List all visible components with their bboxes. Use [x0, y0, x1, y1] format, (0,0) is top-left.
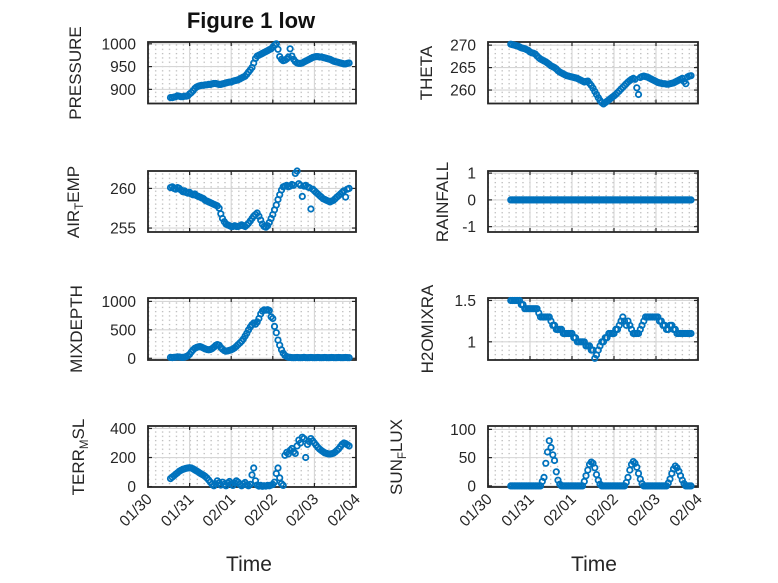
xlabel-right: Time	[571, 553, 617, 576]
y-tick-label: -1	[462, 219, 476, 236]
y-tick-label: 1.5	[454, 293, 476, 310]
subplot-h2omixra: 11.5	[454, 293, 699, 362]
ylabel-theta: THETA	[417, 45, 436, 100]
y-tick-label: 265	[450, 60, 476, 77]
x-tick-label: 02/03	[624, 491, 663, 530]
y-tick-label: 0	[467, 478, 476, 495]
x-tick-labels: 01/30 01/31 02/01 02/02 02/03 02/04	[116, 491, 364, 531]
data-points	[166, 167, 353, 231]
y-tick-labels: 900 950 1000	[102, 36, 137, 99]
data-points	[507, 296, 695, 362]
y-tick-label: 100	[450, 422, 476, 439]
data-points	[507, 40, 695, 108]
ylabel-rainfall: RAINFALL	[433, 161, 452, 242]
axes-box	[487, 170, 699, 233]
major-grid	[148, 426, 356, 487]
y-tick-label: 260	[450, 83, 476, 100]
x-tick-label: 02/04	[666, 491, 706, 531]
subplot-terr_msl: 0 200 400 01/30 01/31 02/01 02/02 02/03 02/04	[110, 421, 364, 530]
subplot-air_temp: 255 260	[110, 167, 357, 238]
minor-grid	[488, 426, 698, 487]
data-points	[166, 433, 353, 490]
axes-box	[147, 297, 357, 361]
ylabel-air_temp: AIRTEMP	[63, 165, 87, 238]
xlabel-left: Time	[226, 553, 272, 576]
axes-box	[487, 41, 699, 105]
x-tick-label: 01/31	[158, 491, 197, 530]
ylabel-terr_msl: TERRMSL	[68, 418, 92, 495]
axes-box	[147, 170, 357, 233]
y-tick-label: 1000	[102, 294, 137, 311]
y-tick-label: 500	[110, 322, 136, 339]
subplot-sun_flux: 0 50 100 01/30 01/31 02/01 02/02 02/03 02/04	[450, 422, 706, 530]
y-tick-label: 1	[467, 166, 476, 183]
y-tick-labels: 0 200 400	[110, 421, 136, 496]
ylabel-sun_flux: SUNFLUX	[386, 418, 410, 495]
x-tick-label: 02/03	[283, 491, 322, 530]
major-grid	[148, 42, 356, 104]
y-tick-label: 0	[127, 351, 136, 368]
ylabel-pressure: PRESSURE	[66, 25, 85, 120]
y-tick-label: 400	[110, 421, 136, 438]
y-tick-label: 950	[110, 59, 136, 76]
data-points	[166, 306, 353, 362]
x-tick-label: 01/30	[116, 491, 156, 531]
y-tick-labels: 0 50 100	[450, 422, 476, 495]
y-tick-label: 270	[450, 38, 476, 55]
ylabel-h2omixra: H2OMIXRA	[418, 284, 437, 374]
y-tick-label: 0	[127, 479, 136, 496]
data-points	[166, 40, 353, 102]
data-points	[507, 196, 695, 204]
figure-title: Figure 1 low	[186, 8, 316, 33]
y-tick-label: 0	[467, 192, 476, 209]
y-tick-label: 255	[110, 221, 136, 238]
y-tick-label: 900	[110, 82, 136, 99]
x-tick-label: 02/04	[324, 491, 364, 531]
ylabel-mixdepth: MIXDEPTH	[67, 285, 86, 373]
subplot-pressure: 900 950 1000	[102, 36, 357, 105]
subplot-mixdepth: 0 500 1000	[102, 294, 357, 368]
y-tick-label: 1	[467, 334, 476, 351]
y-tick-label: 200	[110, 450, 136, 467]
y-tick-labels: -1 0 1	[462, 166, 476, 237]
x-tick-label: 01/30	[456, 491, 496, 531]
y-tick-labels: 255 260	[110, 181, 136, 238]
x-tick-label: 02/01	[200, 491, 239, 530]
y-tick-label: 1000	[102, 36, 137, 53]
x-tick-label: 02/01	[540, 491, 579, 530]
x-tick-labels: 01/30 01/31 02/01 02/02 02/03 02/04	[456, 491, 706, 531]
x-tick-label: 02/02	[582, 491, 621, 530]
x-tick-label: 01/31	[498, 491, 537, 530]
subplot-theta: 260 265 270	[450, 38, 699, 108]
axes-box	[487, 425, 699, 488]
subplot-rainfall: -1 0 1	[462, 166, 699, 237]
y-tick-labels: 11.5	[454, 293, 476, 351]
y-tick-labels: 260 265 270	[450, 38, 476, 100]
x-tick-label: 02/02	[241, 491, 280, 530]
y-tick-label: 260	[110, 181, 136, 198]
data-points	[507, 437, 695, 490]
y-tick-labels: 0 500 1000	[102, 294, 137, 368]
y-tick-label: 50	[459, 450, 477, 467]
axes-box	[147, 41, 357, 105]
